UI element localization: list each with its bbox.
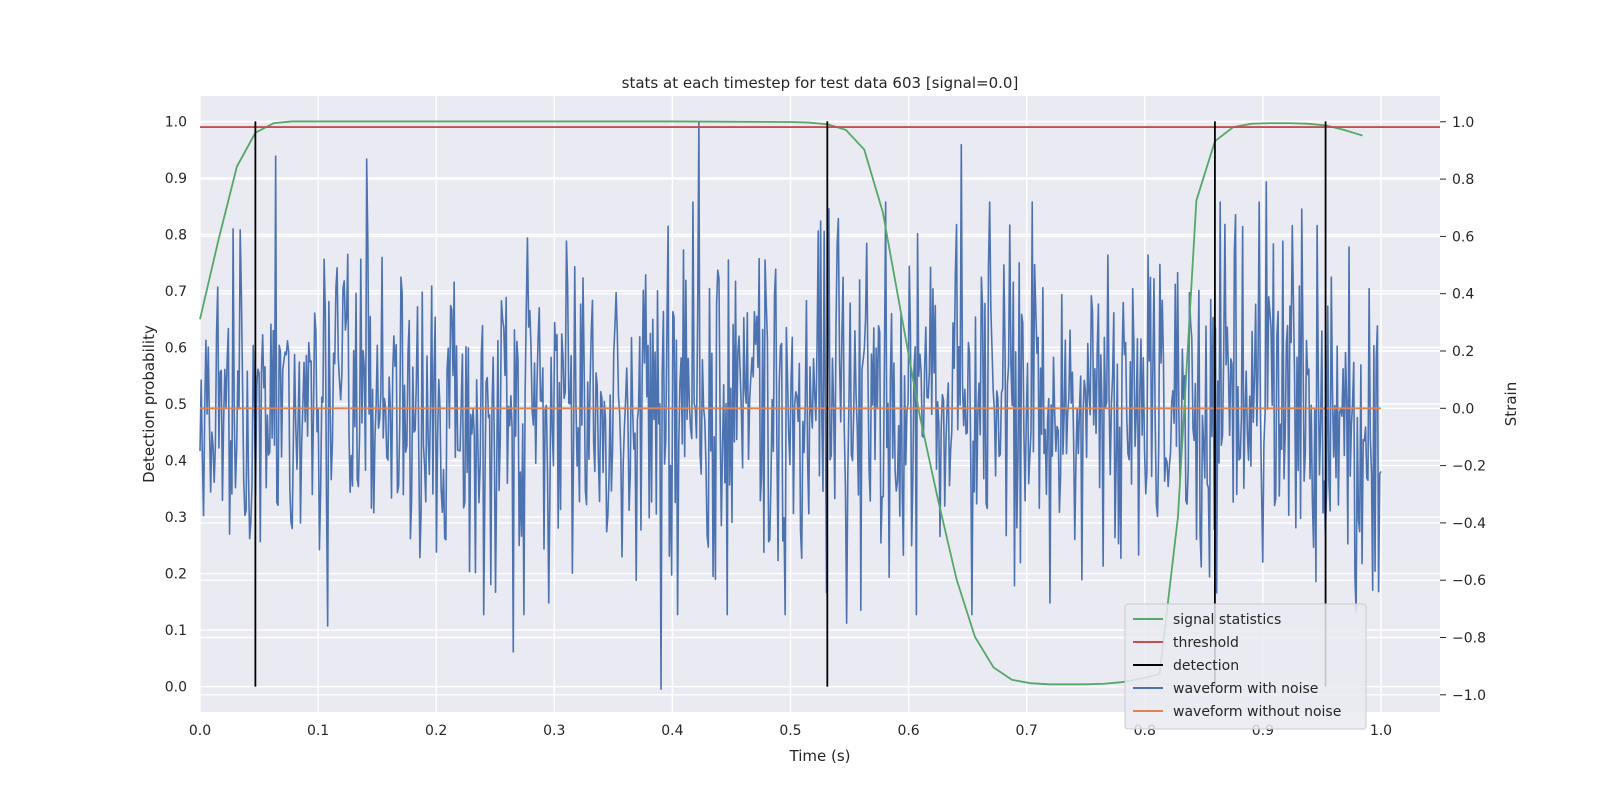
legend-label: signal statistics xyxy=(1173,612,1281,628)
y-axis-label-left: Detection probability xyxy=(140,325,158,483)
y-left-tick-label: 0.4 xyxy=(165,454,187,470)
y-left-tick-label: 0.7 xyxy=(165,284,187,300)
legend-label: detection xyxy=(1173,658,1239,674)
y-right-tick-label: −0.6 xyxy=(1452,573,1486,589)
y-right-tick-label: 0.8 xyxy=(1452,172,1474,188)
y-right-tick-label: 0.6 xyxy=(1452,229,1474,245)
x-tick-label: 0.3 xyxy=(543,723,565,739)
y-left-tick-label: 0.2 xyxy=(165,567,187,583)
axis-layer: 0.0 0.1 0.2 0.3 0.4 0.5 0.6 0.7 0.8 0.9 1.0 0.0 0.1 0… xyxy=(165,114,1486,739)
y-right-tick-label: −1.0 xyxy=(1452,688,1486,704)
y-left-tick-label: 0.8 xyxy=(165,227,187,243)
x-tick-label: 0.5 xyxy=(779,723,801,739)
y-left-tick-label: 0.0 xyxy=(165,680,187,696)
legend: signal statistics threshold detection wavef… xyxy=(1124,603,1367,730)
y-left-tick-label: 1.0 xyxy=(165,114,187,130)
y-left-tick-label: 0.6 xyxy=(165,340,187,356)
x-tick-label: 0.0 xyxy=(189,723,211,739)
x-tick-label: 0.2 xyxy=(425,723,447,739)
y-left-tick-label: 0.9 xyxy=(165,171,187,187)
y-right-tick-label: 0.2 xyxy=(1452,344,1474,360)
y-axis-label-right: Strain xyxy=(1502,382,1520,426)
chart-title: stats at each timestep for test data 603… xyxy=(622,74,1019,92)
legend-label: waveform without noise xyxy=(1173,704,1341,720)
legend-label: waveform with noise xyxy=(1173,681,1318,697)
legend-box xyxy=(1124,603,1367,730)
x-axis-label: Time (s) xyxy=(789,747,851,765)
y-left-tick-label: 0.5 xyxy=(165,397,187,413)
y-right-tick-label: −0.8 xyxy=(1452,631,1486,647)
y-right-tick-label: 0.4 xyxy=(1452,287,1474,303)
y-left-tick-label: 0.3 xyxy=(165,510,187,526)
x-tick-label: 0.7 xyxy=(1016,723,1038,739)
y-left-tick-label: 0.1 xyxy=(165,623,187,639)
legend-label: threshold xyxy=(1173,635,1239,651)
x-tick-label: 1.0 xyxy=(1370,723,1392,739)
x-tick-label: 0.4 xyxy=(661,723,683,739)
y-right-tick-label: 0.0 xyxy=(1452,401,1474,417)
y-right-tick-label: −0.2 xyxy=(1452,459,1486,475)
waveform-with-noise-line xyxy=(199,120,1382,690)
y-right-tick-label: 1.0 xyxy=(1452,115,1474,131)
series-layer xyxy=(199,120,1440,690)
y-right-tick-label: −0.4 xyxy=(1452,516,1486,532)
x-tick-label: 0.6 xyxy=(897,723,919,739)
x-tick-label: 0.1 xyxy=(307,723,329,739)
